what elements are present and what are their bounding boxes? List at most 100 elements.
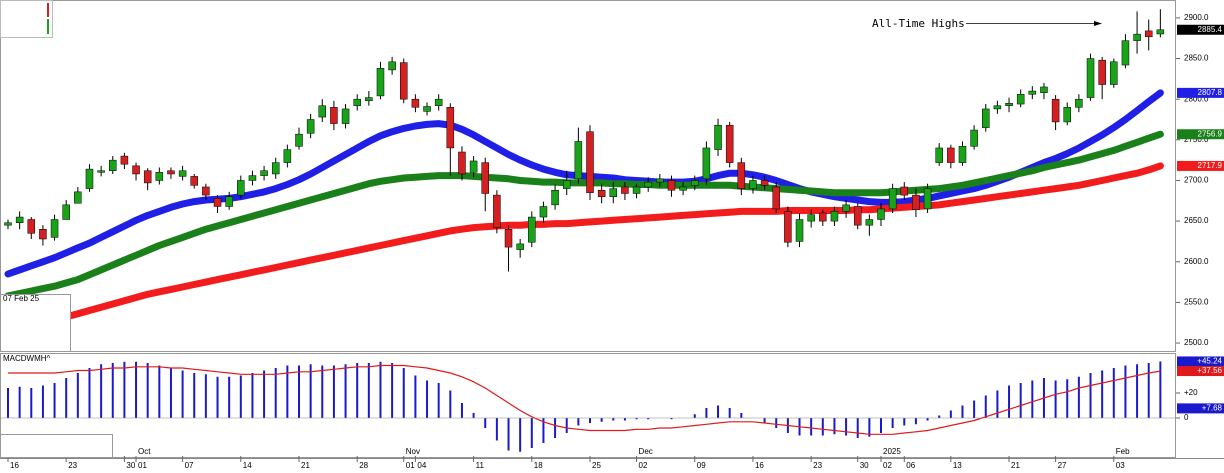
candle-body	[947, 147, 955, 163]
signal-line	[8, 364, 1161, 435]
candle-body	[1133, 33, 1141, 41]
detail-date: 07 Feb 25	[3, 294, 40, 303]
arrow-head	[1094, 21, 1102, 26]
y-tick-label: 2600.0	[1184, 257, 1209, 266]
candle-body	[621, 186, 629, 194]
x-tick-label: 16	[755, 461, 764, 470]
x-tick-label: 21	[1011, 461, 1020, 470]
candle-body	[143, 170, 152, 184]
candle-body	[574, 141, 583, 180]
candle-body	[842, 204, 850, 212]
candle-body	[1098, 59, 1106, 85]
y-tick-label: 2850.0	[1184, 54, 1209, 63]
value-tag	[1177, 403, 1224, 414]
candle-body	[912, 194, 920, 210]
candle-body	[353, 98, 361, 106]
y-tick-label: 2750.0	[1184, 135, 1209, 144]
x-tick-label: 04	[417, 461, 426, 470]
annotation: All-Time Highs	[872, 17, 965, 30]
y-tick-label: 2550.0	[1184, 298, 1209, 307]
candle-body	[528, 216, 536, 243]
candle-body	[458, 151, 466, 175]
candle-body	[877, 208, 885, 220]
candle-body	[97, 170, 105, 173]
x-tick-label: 28	[359, 461, 368, 470]
candle-body	[202, 186, 210, 196]
candle-body	[1051, 98, 1060, 123]
y-tick-label: 2650.0	[1184, 216, 1209, 225]
candle-body	[190, 176, 198, 186]
macd-panel	[0, 353, 1176, 458]
candle-body	[400, 62, 408, 100]
candle-body	[1005, 102, 1013, 106]
x-tick-label: 30	[860, 461, 869, 470]
candle-body	[562, 180, 571, 189]
candle-body	[1121, 40, 1130, 66]
candle-body	[388, 61, 396, 71]
candle-body	[1156, 29, 1165, 35]
macd-box	[0, 434, 113, 458]
y-tick-label: +20	[1184, 388, 1198, 397]
candle-body	[714, 124, 722, 150]
value-tag-label: 2885.4	[1198, 25, 1223, 34]
value-tag	[1177, 356, 1224, 367]
value-tag	[1177, 160, 1224, 171]
x-tick-label: 30	[126, 461, 135, 470]
x-tick-label: 23	[68, 461, 77, 470]
candle-body	[481, 162, 489, 194]
candle-body	[691, 180, 699, 186]
macd-title: MACDWMH^	[3, 354, 51, 363]
candle-body	[341, 108, 350, 124]
x-tick-label: 14	[243, 461, 252, 470]
month-label: Nov	[406, 447, 420, 456]
candle-body	[760, 180, 769, 186]
candle-body	[493, 194, 501, 228]
moving-average-line	[4, 162, 1164, 337]
candle-body	[923, 188, 932, 210]
candle-body	[1040, 86, 1048, 93]
ma-layer	[4, 89, 1164, 337]
x-tick-label: 16	[10, 461, 19, 470]
candle-body	[62, 204, 70, 220]
moving-average-line	[4, 89, 1164, 278]
candle-body	[888, 188, 897, 210]
x-tick-label: 18	[534, 461, 543, 470]
candle-body	[283, 149, 292, 163]
candle-body	[807, 214, 815, 222]
candle-body	[132, 165, 140, 175]
month-label: Feb	[1116, 447, 1130, 456]
candle-body	[15, 216, 24, 223]
candle-body	[248, 175, 257, 181]
candle-body	[271, 162, 280, 175]
candle-body	[702, 147, 711, 180]
candle-body	[434, 98, 443, 106]
candle-body	[1016, 94, 1025, 105]
candle-body	[516, 243, 524, 250]
candle-body	[306, 119, 315, 134]
candle-body	[830, 211, 839, 222]
quote-icon	[47, 19, 49, 34]
candle-body	[900, 186, 909, 196]
candle-body	[819, 212, 827, 222]
candle-body	[330, 107, 338, 124]
candle-body	[1110, 61, 1118, 85]
value-tag	[1177, 366, 1224, 377]
x-tick-label: 27	[1058, 461, 1067, 470]
candle-body	[50, 219, 59, 238]
candle-body	[679, 186, 687, 191]
candle-body	[213, 198, 222, 207]
candle-body	[85, 168, 94, 189]
month-label: Dec	[639, 447, 653, 456]
value-tag-label: 2756.9	[1198, 129, 1223, 138]
y-tick-label: 2900.0	[1184, 13, 1209, 22]
candle-body	[1075, 98, 1083, 108]
candle-body	[982, 108, 990, 128]
x-tick-label: 09	[697, 461, 706, 470]
candle-body	[784, 211, 792, 243]
candle-body	[656, 178, 664, 183]
candle-body	[74, 191, 82, 204]
value-tag-label: 2807.8	[1198, 88, 1223, 97]
candle-body	[1063, 107, 1071, 123]
value-tag-label: +45.24	[1197, 357, 1222, 366]
